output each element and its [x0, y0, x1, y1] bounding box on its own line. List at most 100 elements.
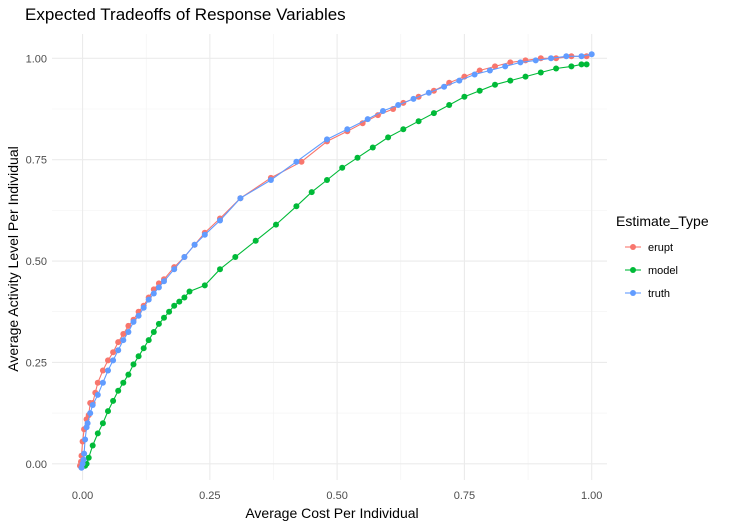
x-tick-label: 0.00: [72, 490, 93, 502]
data-point-model: [145, 337, 152, 344]
legend-item-truth: truth: [625, 288, 670, 300]
data-point-model: [537, 69, 544, 76]
data-point-truth: [344, 126, 351, 133]
data-point-model: [135, 353, 142, 360]
data-point-truth: [130, 318, 137, 325]
data-point-model: [492, 81, 498, 88]
data-point-truth: [380, 108, 386, 114]
data-point-truth: [81, 450, 88, 457]
data-point-model: [308, 189, 315, 196]
data-point-model: [155, 320, 162, 327]
data-point-truth: [456, 77, 463, 84]
data-point-model: [522, 73, 529, 80]
data-point-truth: [150, 290, 157, 297]
data-point-erupt: [492, 63, 498, 70]
data-point-truth: [140, 304, 147, 311]
x-tick-label: 1.00: [581, 490, 602, 502]
series-line-model: [84, 63, 587, 467]
data-point-truth: [217, 217, 223, 224]
data-point-model: [553, 65, 560, 72]
data-point-truth: [125, 329, 132, 335]
y-axis-label: Average Activity Level Per Individual: [5, 146, 21, 371]
data-point-truth: [110, 357, 117, 364]
data-point-truth: [548, 55, 554, 62]
series-model: [82, 61, 590, 469]
y-tick-label: 1.00: [26, 53, 47, 65]
data-point-erupt: [99, 367, 106, 374]
data-point-erupt: [298, 158, 305, 165]
data-point-truth: [364, 116, 371, 123]
data-point-model: [176, 298, 183, 305]
data-point-model: [324, 177, 330, 183]
data-point-model: [171, 302, 178, 309]
data-point-truth: [99, 379, 106, 386]
x-axis-label: Average Cost Per Individual: [245, 505, 418, 521]
data-point-truth: [145, 296, 152, 303]
data-point-truth: [441, 83, 448, 90]
data-point-erupt: [553, 55, 560, 62]
legend-item-model: model: [625, 265, 678, 277]
data-point-model: [150, 329, 157, 335]
data-point-truth: [267, 177, 274, 183]
data-point-erupt: [110, 349, 117, 356]
data-point-truth: [135, 312, 142, 319]
data-point-truth: [115, 347, 122, 354]
data-point-truth: [94, 391, 101, 398]
data-point-erupt: [374, 112, 381, 119]
legend-label: truth: [648, 288, 670, 300]
data-point-model: [89, 442, 96, 449]
data-point-truth: [84, 420, 91, 427]
data-point-model: [181, 294, 188, 301]
data-point-model: [461, 93, 468, 100]
data-point-erupt: [115, 339, 122, 346]
data-point-model: [186, 288, 193, 295]
data-point-truth: [293, 158, 300, 165]
y-tick-label: 0.25: [26, 357, 47, 369]
legend-item-erupt: erupt: [625, 242, 673, 254]
data-point-truth: [191, 241, 198, 248]
data-point-model: [293, 203, 300, 210]
legend-label: erupt: [648, 242, 673, 254]
data-point-erupt: [105, 357, 111, 364]
data-point-truth: [563, 53, 570, 60]
data-point-model: [400, 126, 407, 133]
data-point-truth: [181, 254, 188, 260]
x-axis-ticks: 0.00 0.25 0.50 0.75 1.00: [72, 490, 603, 502]
data-point-model: [232, 254, 239, 260]
data-point-truth: [89, 402, 96, 408]
data-point-model: [507, 77, 514, 84]
data-point-erupt: [359, 120, 366, 127]
y-tick-label: 0.00: [26, 459, 47, 471]
data-point-model: [217, 266, 223, 273]
series-layer: [77, 51, 595, 471]
data-point-model: [161, 314, 167, 321]
data-point-model: [99, 420, 106, 427]
chart-title: Expected Tradeoffs of Response Variables: [25, 5, 346, 24]
data-point-model: [354, 154, 361, 161]
data-point-truth: [201, 231, 208, 238]
x-tick-label: 0.75: [454, 490, 475, 502]
data-point-model: [94, 430, 101, 437]
data-point-model: [105, 408, 111, 415]
grid-major: [52, 34, 607, 480]
data-point-truth: [502, 63, 509, 70]
data-point-model: [110, 397, 117, 404]
data-point-truth: [410, 95, 417, 102]
data-point-model: [430, 110, 437, 117]
data-point-model: [120, 379, 127, 386]
y-axis-ticks: 0.00 0.25 0.50 0.75 1.00: [26, 53, 47, 470]
data-point-model: [583, 61, 590, 68]
data-point-erupt: [125, 322, 132, 329]
data-point-truth: [105, 367, 111, 374]
y-tick-label: 0.50: [26, 256, 47, 268]
data-point-erupt: [120, 331, 127, 337]
data-point-model: [369, 144, 376, 151]
data-point-erupt: [94, 379, 101, 386]
legend-key-point: [630, 267, 636, 273]
data-point-truth: [237, 195, 244, 202]
data-point-truth: [171, 266, 178, 273]
legend-title: Estimate_Type: [616, 213, 709, 229]
data-point-model: [476, 87, 483, 94]
data-point-model: [568, 63, 575, 70]
